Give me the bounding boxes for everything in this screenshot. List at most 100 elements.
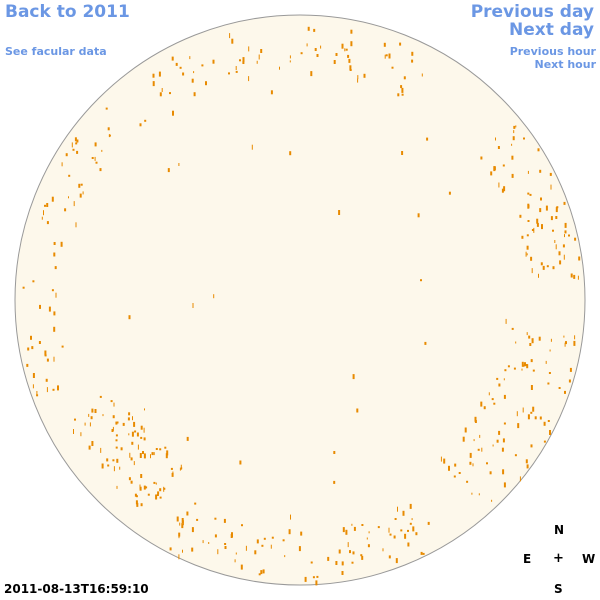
facula-point [282, 539, 285, 542]
facula-point [389, 533, 392, 536]
facula-point [350, 41, 353, 47]
facula-point [426, 137, 429, 141]
facula-point [491, 398, 494, 401]
facula-point [424, 341, 427, 345]
facula-point [304, 576, 307, 582]
facula-point [474, 416, 477, 422]
facula-point [555, 207, 558, 213]
facula-point [84, 422, 86, 426]
previous-hour-link[interactable]: Previous hour [509, 45, 596, 58]
facula-point [254, 550, 257, 555]
facula-point [143, 437, 146, 441]
facula-point [563, 254, 565, 260]
facula-point [153, 481, 156, 484]
facula-point [130, 457, 133, 461]
facula-point [504, 369, 507, 372]
facula-point [120, 447, 123, 451]
facula-point [94, 156, 96, 161]
facula-point [536, 222, 539, 227]
facula-point [105, 107, 108, 110]
facula-point [367, 544, 370, 548]
facula-point [417, 213, 420, 218]
facula-point [420, 279, 422, 282]
facula-point [136, 502, 139, 507]
facula-point [260, 49, 263, 53]
facula-point [284, 555, 286, 558]
facula-point [534, 416, 537, 420]
facula-point [541, 224, 543, 230]
facula-point [341, 571, 344, 575]
facula-point [180, 464, 182, 470]
facula-point [549, 349, 551, 352]
facula-point [80, 432, 82, 437]
next-day-link[interactable]: Next day [509, 20, 594, 40]
back-to-year-link[interactable]: Back to 2011 [5, 2, 130, 22]
facula-point [530, 385, 533, 390]
facula-point [165, 453, 168, 459]
facula-point [132, 416, 133, 421]
facula-point [498, 182, 500, 188]
next-hour-link[interactable]: Next hour [534, 58, 597, 71]
facula-point [191, 78, 194, 83]
facula-point [26, 363, 29, 367]
facula-point [178, 163, 180, 166]
facula-point [564, 230, 567, 234]
facula-point [526, 332, 528, 336]
facula-point [166, 450, 169, 456]
facula-point [159, 92, 162, 97]
see-facular-data-link[interactable]: See facular data [5, 45, 107, 58]
facula-point [133, 461, 135, 466]
facula-point [119, 466, 121, 470]
facula-point [529, 193, 532, 196]
facula-point [545, 360, 547, 364]
facula-point [186, 511, 189, 516]
facula-point [170, 467, 173, 470]
facula-point [539, 169, 542, 173]
facula-point [115, 439, 118, 442]
facula-point [531, 268, 533, 274]
facula-point [361, 555, 364, 560]
facula-point [262, 569, 265, 574]
facula-point [394, 518, 397, 520]
facula-point [503, 394, 506, 399]
facula-point [421, 73, 423, 77]
facula-point [530, 411, 533, 414]
facula-point [491, 499, 493, 502]
facula-point [94, 142, 97, 147]
facula-point [191, 527, 194, 533]
facula-point [341, 43, 344, 49]
facula-point [511, 155, 514, 160]
facula-point [46, 358, 49, 362]
facula-point [388, 527, 390, 533]
facula-point [179, 66, 182, 69]
facula-point [75, 222, 77, 228]
facula-point [454, 463, 457, 467]
facula-point [393, 535, 396, 539]
facula-point [335, 561, 338, 565]
facula-point [404, 533, 407, 539]
facula-point [448, 191, 451, 195]
facula-point [213, 294, 215, 299]
previous-day-link[interactable]: Previous day [470, 2, 594, 22]
facula-point [61, 162, 63, 167]
facula-point [546, 265, 549, 268]
facula-point [383, 42, 386, 47]
facula-point [347, 542, 349, 548]
facula-point [377, 526, 380, 529]
facula-point [112, 415, 115, 419]
facula-point [505, 318, 507, 324]
facula-point [239, 460, 242, 465]
facula-point [492, 444, 494, 447]
facula-point [511, 143, 513, 146]
facula-point [502, 469, 505, 475]
facula-point [488, 392, 490, 396]
facula-point [564, 390, 566, 394]
facula-point [53, 326, 56, 332]
facula-point [547, 382, 550, 385]
facula-point [144, 408, 145, 411]
facula-point [527, 192, 530, 195]
facula-point [306, 43, 308, 47]
facula-point [357, 78, 359, 83]
facula-point [82, 191, 84, 195]
facula-point [134, 430, 137, 433]
